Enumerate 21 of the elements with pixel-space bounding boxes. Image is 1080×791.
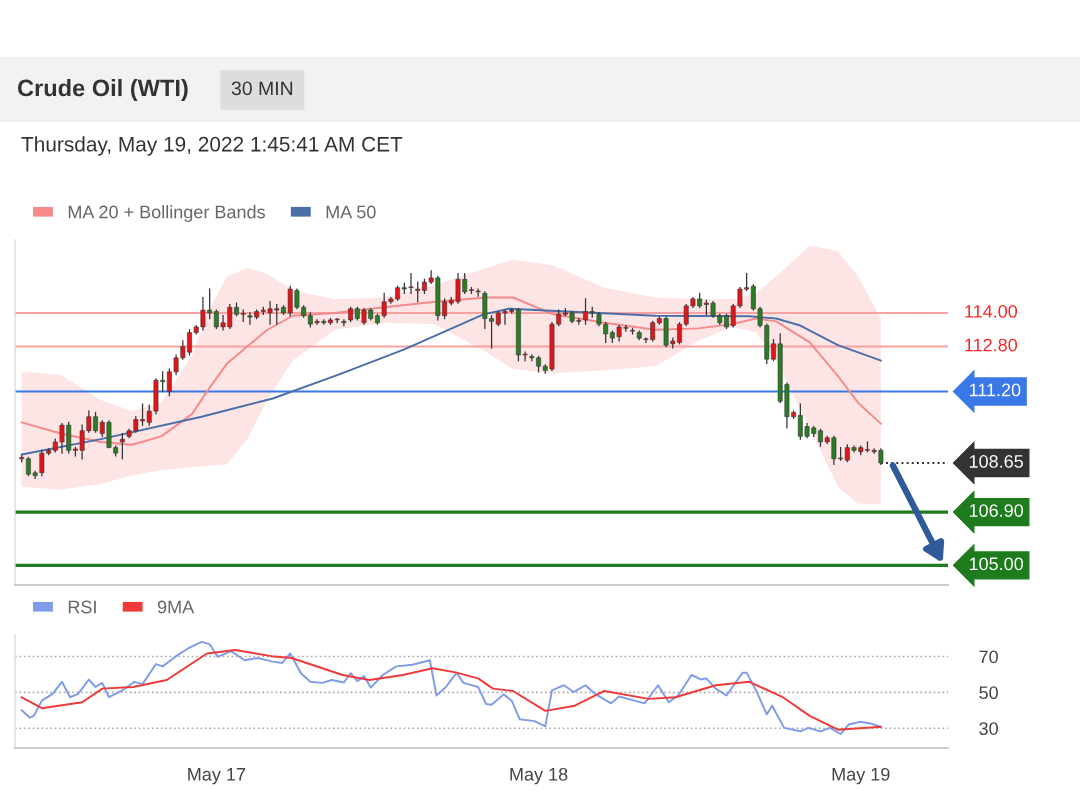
- chart-subtitle: Thursday, May 19, 2022 1:45:41 AM CET: [21, 136, 403, 156]
- y-tick-label: 70: [979, 650, 998, 664]
- ref-line-label: 111.20: [969, 383, 1021, 397]
- chart-title: Crude Oil (WTI): [17, 79, 188, 101]
- x-tick-label: May 18: [510, 767, 568, 785]
- ref-line-label: 112.80: [965, 338, 1018, 352]
- legend-label: RSI: [68, 600, 96, 614]
- x-tick-label: May 19: [832, 767, 890, 785]
- ref-line-label: 105.00: [969, 557, 1024, 571]
- x-tick-label: May 17: [188, 768, 246, 785]
- text: 30 MIN: [231, 81, 293, 96]
- ref-line-label: 106.90: [969, 504, 1024, 517]
- legend-label: MA 50: [326, 205, 376, 219]
- candlestick: [119, 432, 125, 460]
- ref-line-label: 108.65: [969, 455, 1023, 468]
- y-tick-label: 30: [979, 722, 998, 735]
- candlestick: [341, 319, 347, 327]
- ref-line-label: 114.00: [965, 304, 1018, 318]
- legend-label: 9MA: [157, 600, 195, 614]
- legend-label: MA 20 + Bollinger Bands: [68, 205, 265, 222]
- y-tick-label: 50: [979, 686, 998, 700]
